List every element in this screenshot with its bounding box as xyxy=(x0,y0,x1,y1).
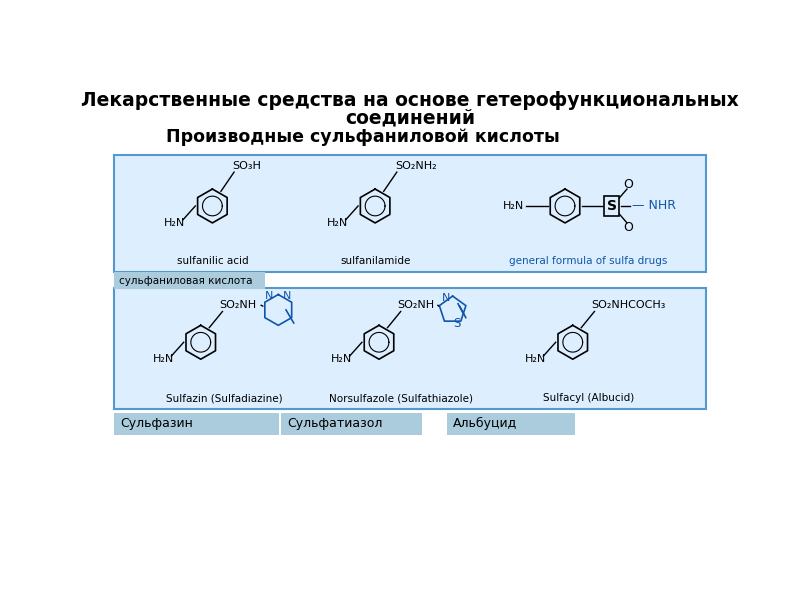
Text: O: O xyxy=(624,178,634,191)
Text: Сульфатиазол: Сульфатиазол xyxy=(286,418,382,430)
Text: O: O xyxy=(624,221,634,234)
Text: сульфаниловая кислота: сульфаниловая кислота xyxy=(119,275,253,286)
Text: H₂N: H₂N xyxy=(153,354,174,364)
Text: N: N xyxy=(265,291,273,301)
FancyBboxPatch shape xyxy=(114,155,706,272)
Text: sulfanilamide: sulfanilamide xyxy=(340,256,410,266)
Text: N: N xyxy=(283,291,292,301)
Text: Sulfazin (Sulfadiazine): Sulfazin (Sulfadiazine) xyxy=(166,394,282,403)
Text: — NHR: — NHR xyxy=(632,199,676,212)
FancyBboxPatch shape xyxy=(114,272,265,289)
Text: SO₂NH: SO₂NH xyxy=(398,301,434,310)
Text: general formula of sulfa drugs: general formula of sulfa drugs xyxy=(509,256,667,266)
Text: SO₂NH: SO₂NH xyxy=(219,301,257,310)
Text: Sulfacyl (Albucid): Sulfacyl (Albucid) xyxy=(542,394,634,403)
FancyBboxPatch shape xyxy=(281,413,422,434)
Text: H₂N: H₂N xyxy=(525,354,546,364)
Text: H₂N: H₂N xyxy=(503,201,524,211)
Text: H₂N: H₂N xyxy=(331,354,352,364)
FancyBboxPatch shape xyxy=(114,287,706,409)
Text: SO₂NHCOCH₃: SO₂NHCOCH₃ xyxy=(591,301,666,310)
Text: S: S xyxy=(606,199,617,213)
Text: SO₃H: SO₃H xyxy=(233,161,262,171)
Text: Производные сульфаниловой кислоты: Производные сульфаниловой кислоты xyxy=(166,128,560,146)
Text: Альбуцид: Альбуцид xyxy=(454,418,518,430)
Text: соединений: соединений xyxy=(345,108,475,127)
FancyBboxPatch shape xyxy=(447,413,575,434)
Text: H₂N: H₂N xyxy=(164,218,186,228)
Text: S: S xyxy=(453,317,460,330)
FancyBboxPatch shape xyxy=(114,413,279,434)
Text: Лекарственные средства на основе гетерофункциональных: Лекарственные средства на основе гетероф… xyxy=(81,91,739,110)
Text: Сульфазин: Сульфазин xyxy=(120,418,193,430)
Text: sulfanilic acid: sulfanilic acid xyxy=(177,256,248,266)
Text: SO₂NH₂: SO₂NH₂ xyxy=(395,161,437,171)
Text: N: N xyxy=(442,293,450,304)
Text: H₂N: H₂N xyxy=(327,218,348,228)
Text: Norsulfazole (Sulfathiazole): Norsulfazole (Sulfathiazole) xyxy=(329,394,473,403)
